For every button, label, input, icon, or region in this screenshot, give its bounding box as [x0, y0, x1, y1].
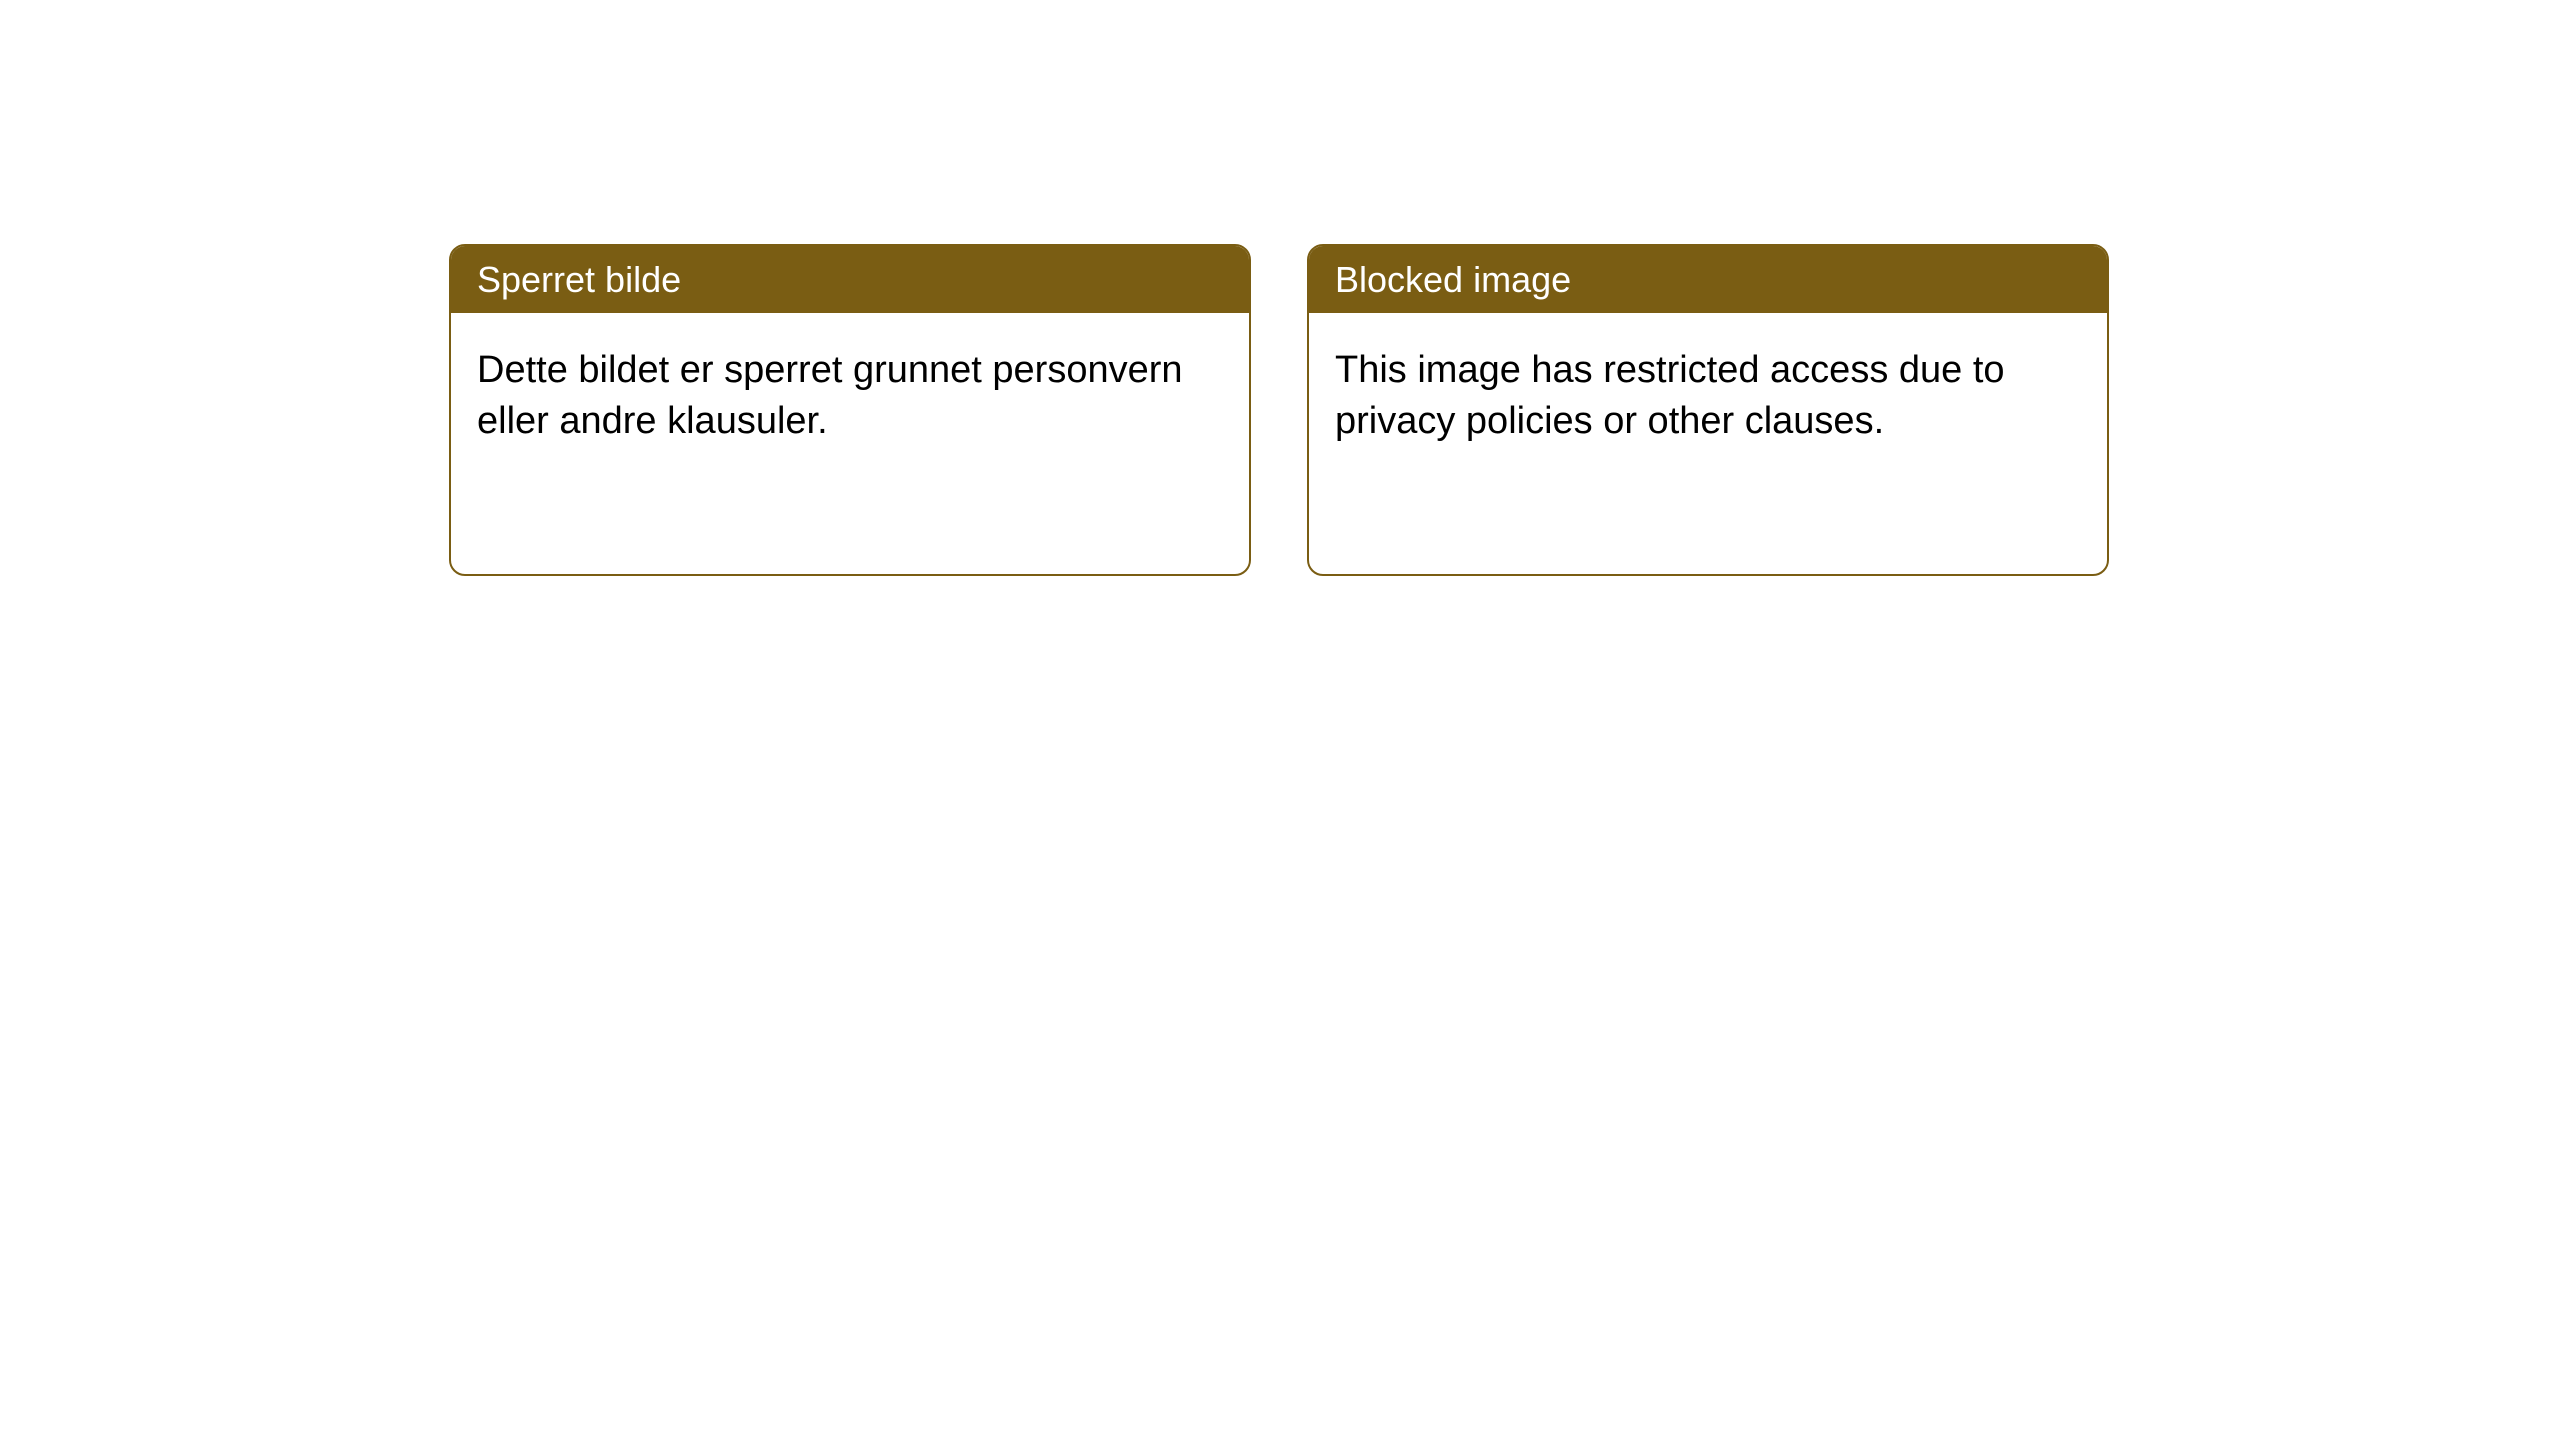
notice-text: Dette bildet er sperret grunnet personve…	[477, 349, 1183, 442]
notice-title: Blocked image	[1335, 259, 1571, 300]
notice-body: Dette bildet er sperret grunnet personve…	[451, 313, 1249, 480]
notice-box-english: Blocked image This image has restricted …	[1307, 244, 2109, 576]
notice-text: This image has restricted access due to …	[1335, 349, 2005, 442]
notice-header: Blocked image	[1309, 246, 2107, 313]
notice-box-norwegian: Sperret bilde Dette bildet er sperret gr…	[449, 244, 1251, 576]
notices-container: Sperret bilde Dette bildet er sperret gr…	[449, 244, 2109, 576]
notice-header: Sperret bilde	[451, 246, 1249, 313]
notice-title: Sperret bilde	[477, 259, 681, 300]
notice-body: This image has restricted access due to …	[1309, 313, 2107, 480]
